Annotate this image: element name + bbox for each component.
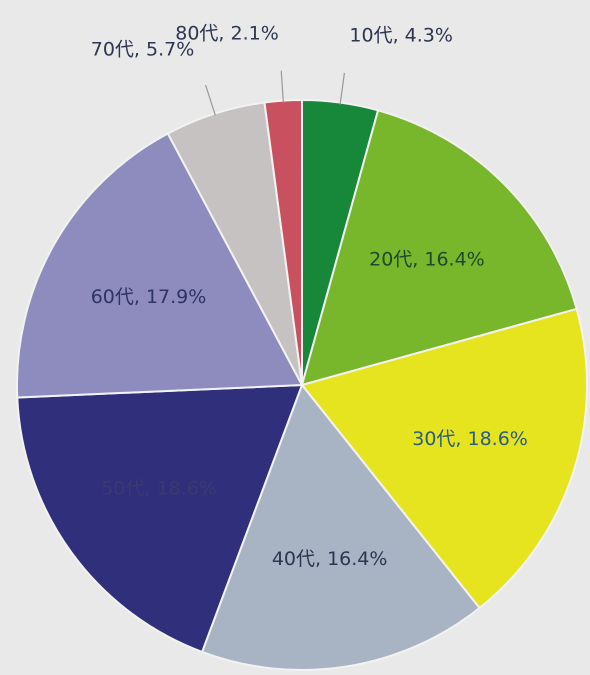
slice-label: 60代, 17.9% (91, 286, 207, 308)
slice-label: 20代, 16.4% (369, 249, 485, 271)
slice-label: 80代, 2.1% (175, 22, 279, 44)
leader-line (280, 70, 284, 103)
pie-slice (200, 382, 481, 671)
leader-line (205, 84, 216, 116)
slice-label: 40代, 16.4% (272, 548, 388, 570)
slice-label: 30代, 18.6% (412, 428, 528, 450)
leader-line (339, 72, 346, 105)
pie-slice (16, 383, 304, 654)
pie-slice (16, 132, 304, 399)
pie-slice (300, 109, 578, 387)
slice-label: 70代, 5.7% (91, 38, 195, 60)
pie-slice (300, 307, 588, 610)
slice-label: 50代, 18.6% (101, 477, 217, 499)
slice-label: 10代, 4.3% (349, 25, 453, 47)
